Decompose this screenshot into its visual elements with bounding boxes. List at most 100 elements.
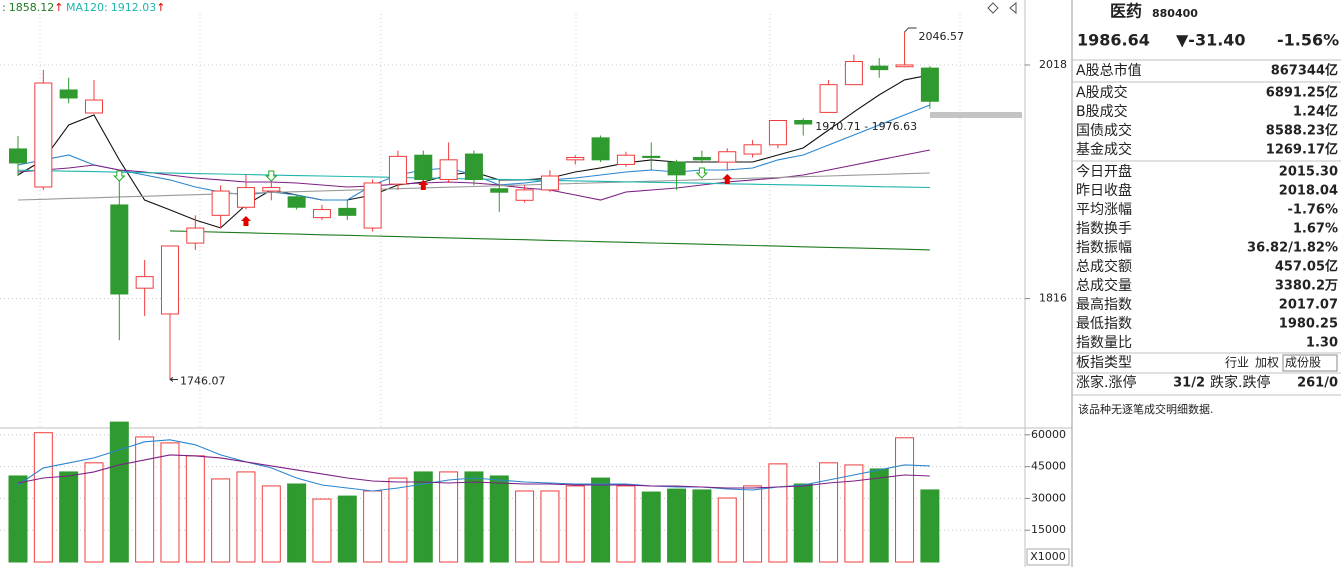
ma-line (169, 230, 930, 251)
volume-bar (565, 485, 585, 563)
volume-bar (641, 491, 661, 563)
low-pointer (169, 377, 178, 382)
y-tick-label: 45000 (1031, 460, 1066, 473)
sell-signal (113, 170, 126, 182)
candle-body (566, 157, 585, 161)
security-code: 880400 (1152, 7, 1198, 20)
candle-body (388, 155, 407, 185)
volume-bar (388, 477, 408, 563)
y-tick-label: 1816 (1039, 292, 1067, 305)
candle-body (9, 148, 27, 164)
row-value: 2018.04 (1279, 184, 1338, 199)
candle-body (110, 204, 129, 295)
volume-bar (287, 483, 307, 563)
volume-bar (540, 490, 560, 563)
volume-bar (413, 471, 433, 563)
volume-bar (312, 498, 332, 563)
sell-signal (265, 170, 278, 182)
volume-bar (591, 477, 611, 563)
volume-bar (211, 478, 231, 563)
security-name: 医药 (1110, 2, 1142, 21)
volume-bar (33, 432, 53, 563)
row-value: 6891.25亿 (1266, 85, 1338, 101)
row-label: 国债成交 (1076, 122, 1132, 139)
volume-bar (489, 475, 509, 563)
candle-body (794, 120, 813, 125)
row-value: 1269.17亿 (1266, 142, 1338, 158)
diamond-icon[interactable] (987, 2, 999, 14)
price-change-pct: -1.56% (1277, 31, 1339, 50)
unit-box (1026, 548, 1070, 566)
candle-body (895, 64, 914, 68)
note: 该品种无逐笔成交明细数据. (1078, 402, 1214, 416)
row-value: 2017.07 (1279, 298, 1338, 313)
board-tag: 行业 (1225, 356, 1249, 370)
row-value: -1.76% (1288, 203, 1339, 218)
ma-legend: :1858.12↑ (2, 1, 63, 14)
candle-body (186, 227, 205, 244)
candle-body (743, 144, 762, 155)
candle-body (819, 84, 838, 113)
row-value: 2015.30 (1279, 165, 1338, 180)
row-label: 指数振幅 (1076, 240, 1132, 256)
candle-body (262, 187, 281, 192)
volume-bar (920, 489, 940, 563)
volume-bar (515, 490, 535, 563)
candle-body (718, 151, 737, 163)
candle-body (616, 154, 635, 165)
volume-bar (793, 483, 813, 563)
buy-signal (722, 174, 733, 184)
breadth-value: 261/0 (1297, 376, 1338, 391)
row-value: 1.30 (1306, 336, 1338, 351)
volume-bar (337, 495, 357, 563)
row-label: B股成交 (1076, 103, 1128, 120)
candle-body (84, 99, 103, 114)
candle-body (236, 187, 255, 208)
candle-body (464, 153, 483, 180)
y-tick-label: 30000 (1031, 491, 1066, 504)
volume-bar (84, 462, 104, 563)
volume-bar (185, 455, 205, 563)
candle-body (59, 89, 78, 99)
price-change: ▼-31.40 (1176, 31, 1246, 50)
legend-value: 1858.12 (9, 1, 55, 14)
candle-body (540, 175, 559, 191)
row-label: 平均涨幅 (1076, 202, 1132, 218)
volume-bar (895, 437, 915, 563)
row-value: 1.67% (1293, 222, 1338, 237)
candle-body (642, 155, 661, 159)
range-annotation: 1970.71 - 1976.63 (815, 120, 917, 133)
row-label: 最低指数 (1076, 316, 1132, 332)
candle-body (363, 182, 382, 229)
last-price: 1986.64 (1077, 31, 1150, 50)
volume-bar (717, 497, 737, 563)
volume-bar (667, 488, 687, 563)
volume-bar (59, 471, 79, 563)
row-label: 指数量比 (1076, 335, 1132, 351)
candle-body (844, 61, 863, 86)
row-label: 总成交额 (1076, 258, 1132, 275)
candle-body (338, 207, 357, 216)
prev-icon[interactable] (1009, 1, 1017, 15)
ma-legend: MA120: 1912.03↑ (66, 1, 165, 14)
candle-body (768, 120, 787, 146)
breadth-label: 涨家.涨停 (1076, 374, 1136, 391)
low-label: 1746.07 (180, 374, 226, 387)
row-value: 867344亿 (1271, 63, 1338, 79)
volume-bar (261, 485, 281, 563)
candle-body (920, 67, 939, 102)
volume-bar (135, 436, 155, 563)
volume-bar (363, 490, 383, 563)
board-tag: 成份股 (1285, 356, 1321, 370)
volume-bar (236, 471, 256, 563)
legend-name: MA120: (66, 1, 108, 14)
volume-bar (8, 475, 28, 563)
candle-body (439, 159, 458, 180)
row-value: 1980.25 (1279, 317, 1338, 332)
volume-bar (692, 489, 712, 563)
volume-bar (616, 485, 636, 563)
high-label: 2046.57 (919, 30, 965, 43)
quote-separators (1072, 59, 1341, 396)
